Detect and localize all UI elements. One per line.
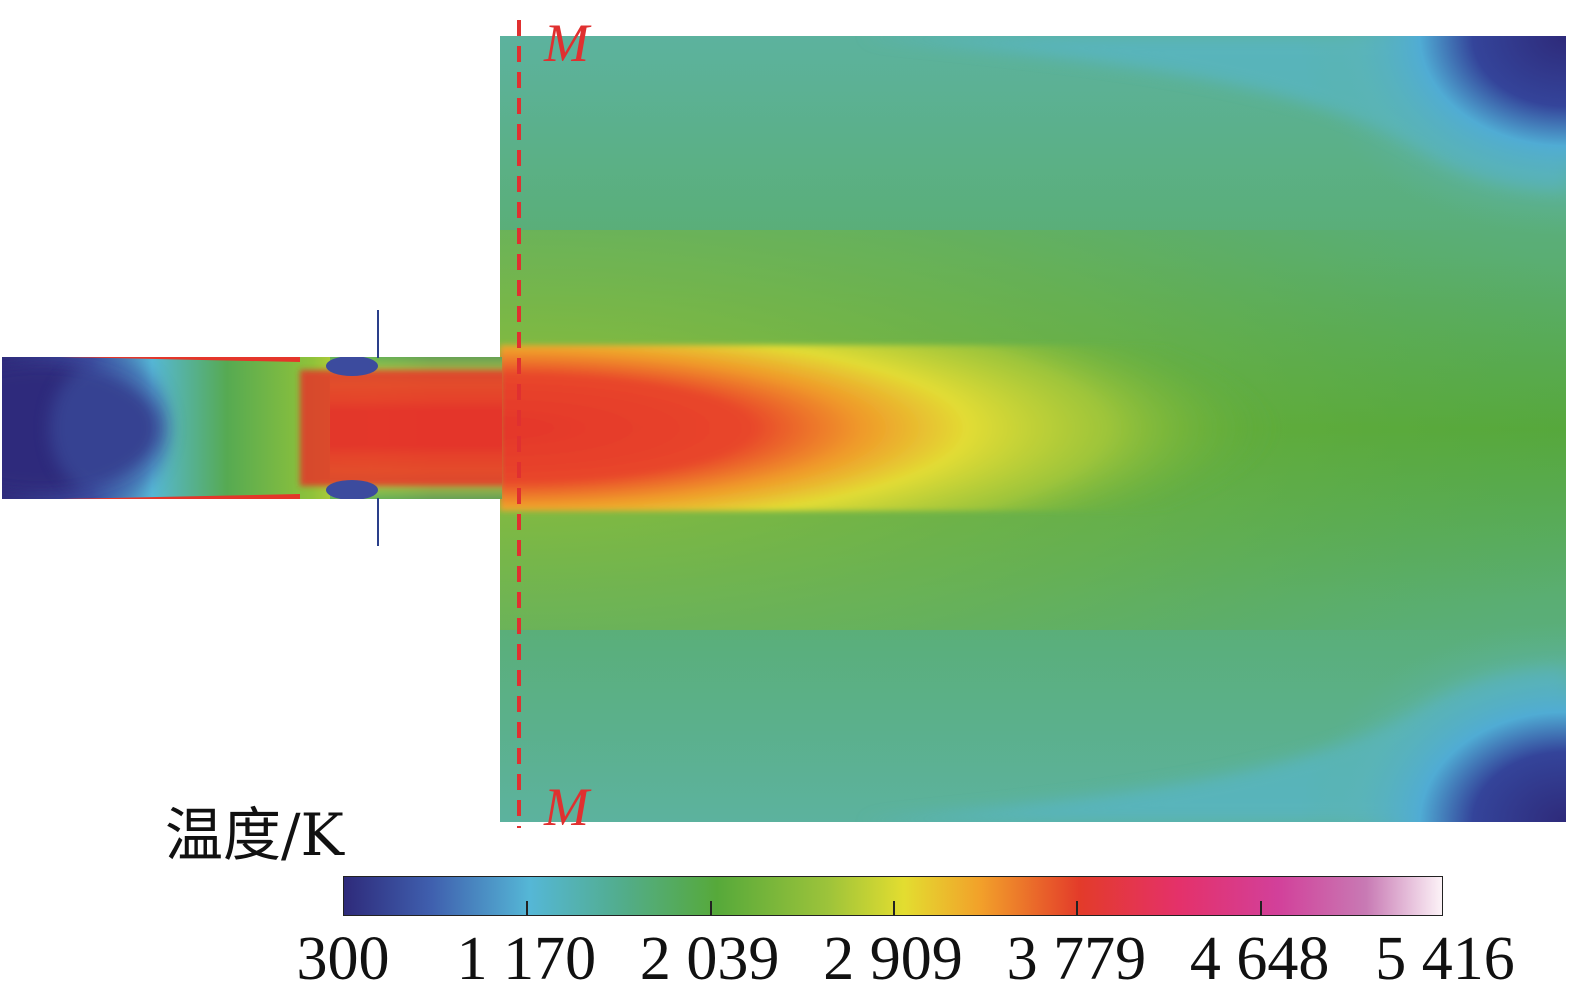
inlet-tube	[2, 357, 502, 499]
colorbar-tick	[526, 901, 529, 915]
colorbar-tick-label: 5 416	[1375, 925, 1515, 993]
colorbar-tick-label: 300	[296, 925, 390, 993]
colorbar-tick	[1259, 901, 1262, 915]
colorbar-tick-label: 2 909	[823, 925, 963, 993]
section-label-bottom: M	[544, 777, 589, 837]
colorbar-tick	[709, 901, 712, 915]
colorbar	[343, 876, 1443, 916]
colorbar-tick-label: 3 779	[1006, 925, 1147, 993]
colorbar-tick-label: 2 039	[639, 925, 780, 993]
section-label-top: M	[544, 13, 589, 73]
combustion-chamber	[500, 36, 1566, 822]
colorbar-tick	[893, 901, 895, 915]
colorbar-tick	[1076, 901, 1079, 915]
colorbar-title: 温度/K	[165, 801, 344, 869]
colorbar-tick-label: 4 648	[1189, 925, 1330, 993]
colorbar-tick-label: 1 170	[456, 925, 597, 993]
